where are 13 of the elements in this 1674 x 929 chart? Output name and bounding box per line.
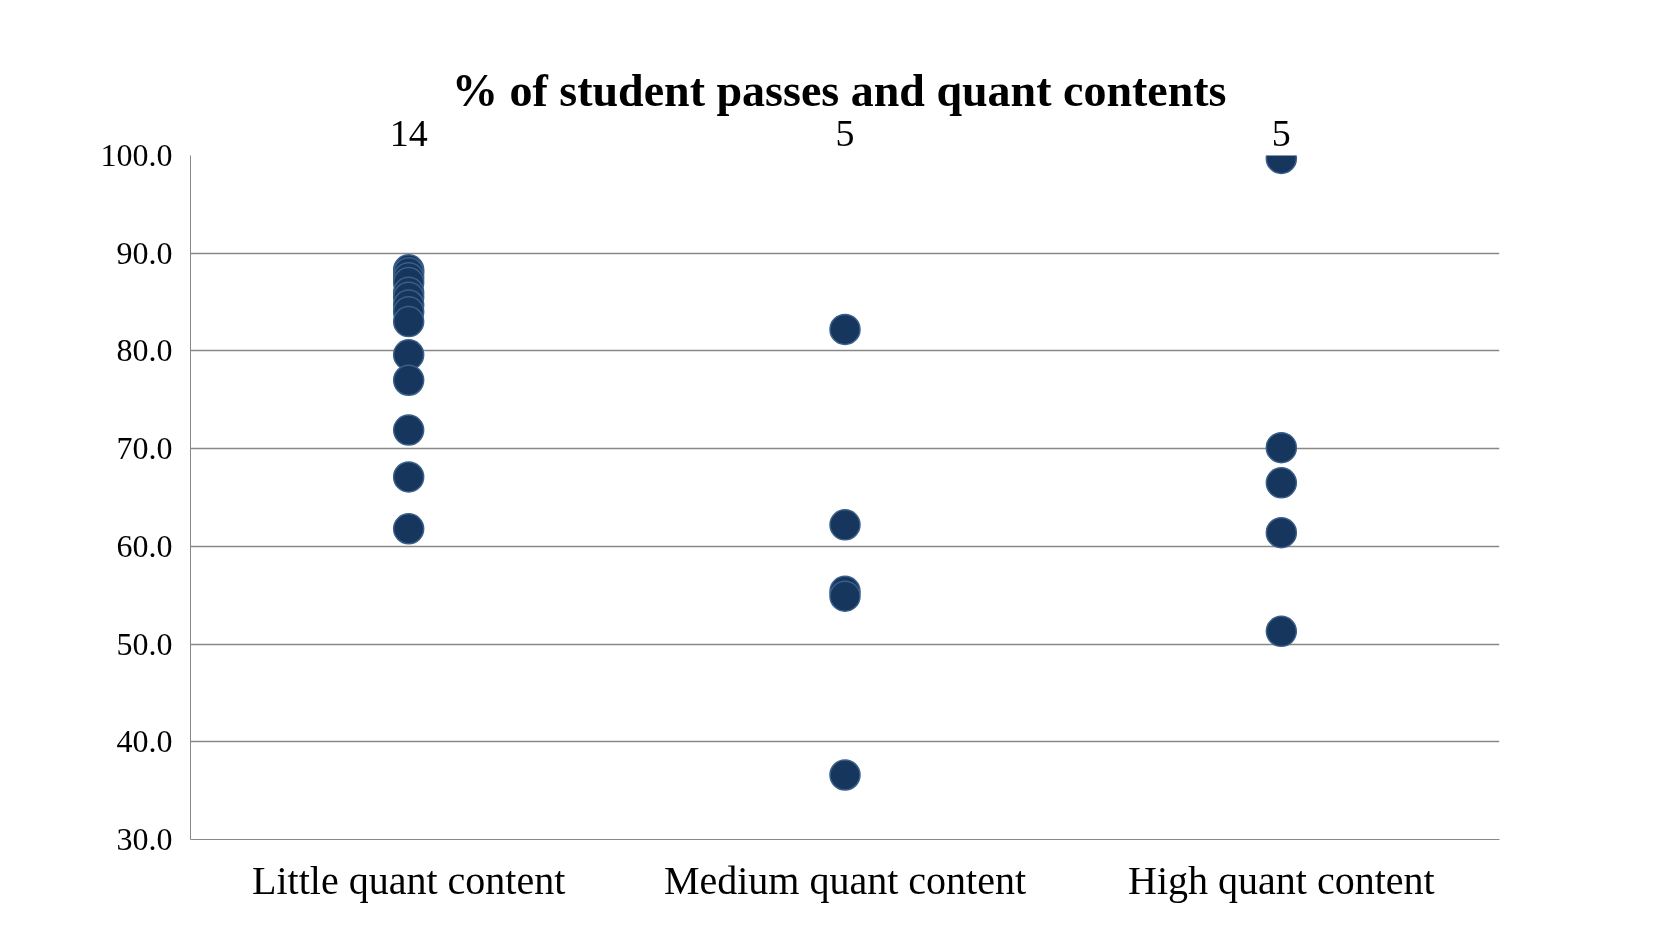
- y-tick-label: 60.0: [116, 527, 173, 564]
- y-tick-label: 80.0: [116, 332, 173, 369]
- x-tick-label: High quant content: [1128, 857, 1435, 903]
- y-tick-label: 40.0: [116, 723, 173, 760]
- y-tick-label: 70.0: [116, 430, 173, 467]
- y-tick-label: 50.0: [116, 625, 173, 662]
- text: 5: [1271, 111, 1291, 154]
- x-tick-label: Little quant content: [252, 857, 566, 903]
- y-tick-label: 100.0: [100, 137, 173, 173]
- y-tick-label: 90.0: [116, 234, 173, 271]
- y-tick-label: 30.0: [116, 821, 173, 857]
- text: 14: [389, 111, 428, 154]
- x-tick-label: Medium quant content: [663, 857, 1027, 903]
